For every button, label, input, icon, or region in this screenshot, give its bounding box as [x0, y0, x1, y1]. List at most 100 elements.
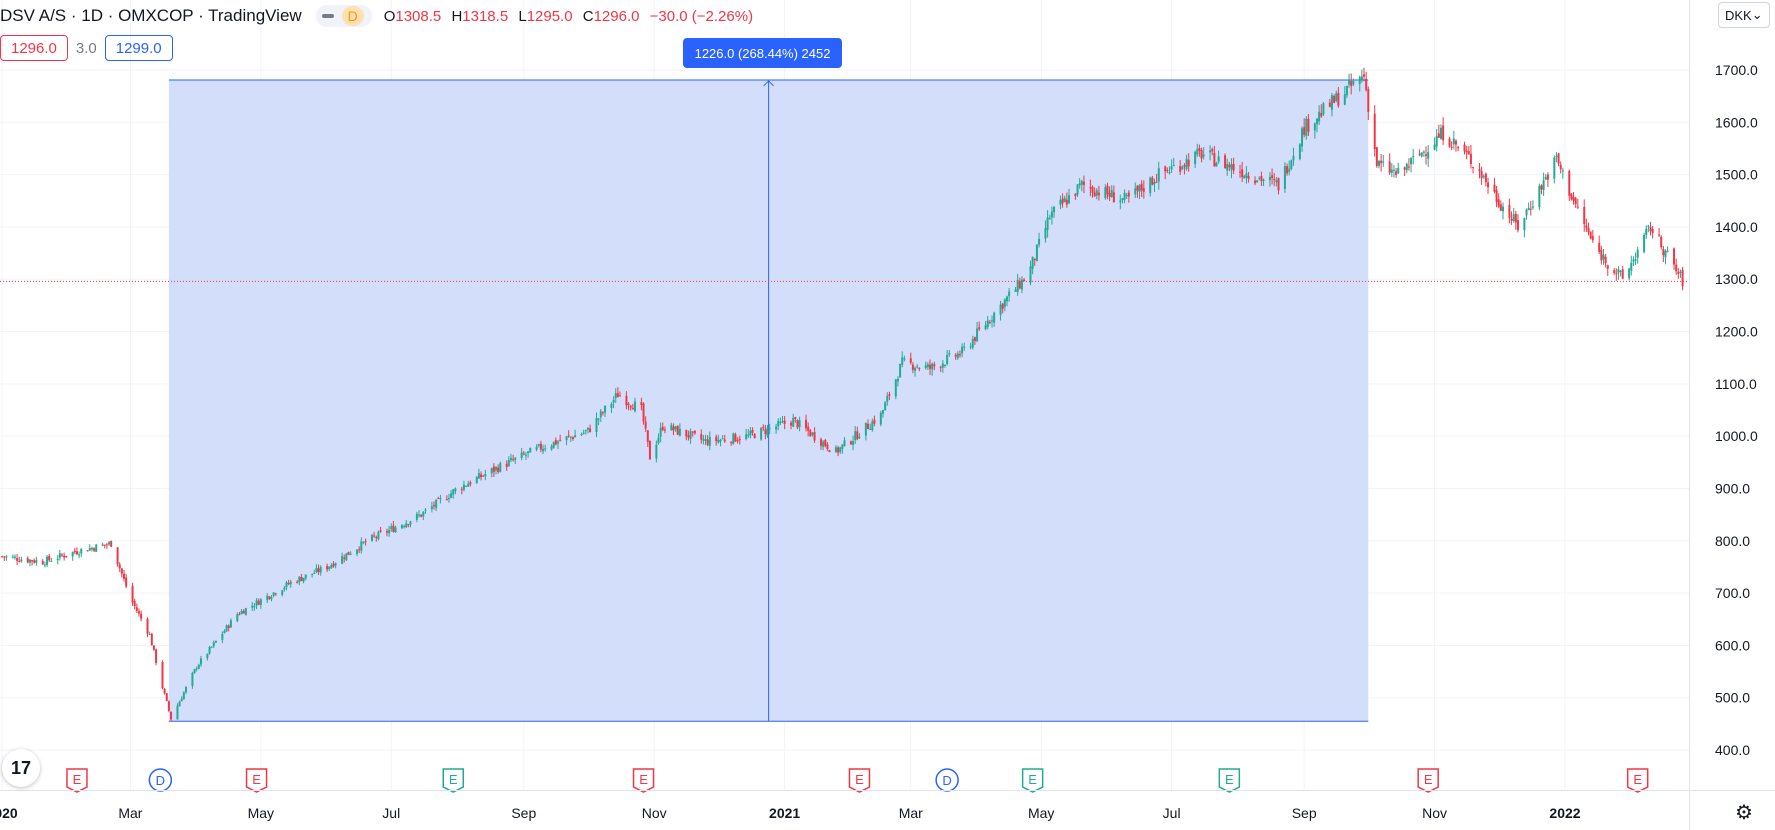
candle-body [105, 544, 108, 546]
candle-body [1112, 192, 1115, 203]
interval-pill[interactable]: D [315, 5, 372, 27]
candle-body [1063, 197, 1066, 203]
candle-body [612, 399, 615, 403]
y-tick-label: 800.0 [1715, 533, 1750, 549]
measure-tool[interactable] [168, 79, 1369, 722]
candle-body [1335, 93, 1338, 102]
earnings-marker [1021, 768, 1044, 793]
candle-body [871, 421, 874, 431]
candle-body [227, 625, 230, 628]
candle-body [1448, 138, 1451, 147]
candle-body [676, 425, 679, 435]
candle-body [1104, 187, 1107, 199]
x-tick-label: Mar [118, 805, 142, 821]
y-tick-label: 700.0 [1715, 585, 1750, 601]
candle-body [73, 550, 76, 553]
candle-body [319, 566, 322, 573]
candle-body [792, 417, 795, 427]
candle-body [1493, 184, 1496, 192]
candle-body [700, 434, 703, 440]
candle-body [255, 600, 258, 606]
bid-ask-row: 1296.0 3.0 1299.0 [0, 35, 173, 61]
currency-select[interactable]: DKK ⌄ [1718, 2, 1770, 28]
candle-body [1320, 113, 1323, 117]
candle-body [1194, 151, 1197, 165]
earnings-marker-label: E [73, 772, 82, 787]
candle-body [71, 551, 74, 557]
buy-price-button[interactable]: 1299.0 [104, 35, 173, 61]
tradingview-logo-icon[interactable]: 17 [2, 749, 40, 787]
candle-body [1125, 195, 1128, 197]
candle-body [901, 357, 904, 365]
candle-body [738, 438, 741, 441]
candle-body [195, 668, 198, 670]
candle-body [1508, 205, 1511, 218]
candle-body [1283, 166, 1286, 189]
y-tick-label: 1400.0 [1715, 219, 1758, 235]
candle-body [1572, 196, 1575, 201]
candle-body [1168, 172, 1171, 174]
candle-body [1510, 218, 1513, 221]
candle-body [1305, 118, 1308, 136]
candle-body [1337, 92, 1340, 106]
candle-body [1568, 170, 1571, 196]
candle-body [646, 430, 649, 442]
candle-body [899, 364, 902, 378]
candle-body [1348, 80, 1351, 85]
candle-body [826, 444, 829, 449]
candle-body [1583, 206, 1586, 225]
symbol-title[interactable]: DSV A/S · 1D · OMXCOP · TradingView [0, 6, 302, 25]
candle-body [1587, 227, 1590, 233]
low-value: 1295.0 [526, 7, 573, 25]
candle-body [1619, 270, 1622, 272]
candle-body [999, 304, 1002, 315]
spread-value: 3.0 [75, 39, 97, 57]
candle-body [661, 426, 664, 430]
candle-body [1450, 146, 1453, 148]
candle-body [529, 447, 532, 453]
candle-body [839, 447, 842, 452]
candle-body [689, 431, 692, 439]
candle-body [460, 489, 463, 491]
candle-body [1215, 162, 1218, 167]
price-axis[interactable]: 1700.0 1600.0 1500.0 1400.0 1300.0 1200.0 1100… [1689, 0, 1775, 830]
y-tick-label: 1000.0 [1715, 428, 1758, 444]
candle-body [601, 412, 604, 414]
candle-body [1016, 279, 1019, 292]
candle-body [206, 653, 209, 659]
candle-body [223, 630, 226, 634]
candle-body [672, 426, 675, 431]
earnings-marker-label: E [1225, 772, 1234, 787]
candle-body [48, 555, 51, 561]
sell-price-button[interactable]: 1296.0 [0, 35, 68, 61]
candle-body [349, 553, 352, 555]
candle-body [1298, 144, 1301, 159]
candle-body [837, 447, 840, 453]
candle-body [582, 432, 585, 434]
candle-body [929, 364, 932, 369]
candle-body [1048, 217, 1051, 220]
candle-body [1645, 228, 1648, 235]
candle-body [678, 428, 681, 436]
gear-icon[interactable]: ⚙ [1735, 801, 1753, 824]
candle-body [834, 447, 837, 452]
candle-body [13, 556, 16, 558]
candle-body [986, 320, 989, 328]
candle-body [240, 610, 243, 615]
candle-body [1375, 147, 1378, 167]
candle-body [1469, 153, 1472, 165]
candle-body [1380, 160, 1383, 164]
candle-body [1675, 264, 1678, 272]
x-tick-label: Jul [1163, 805, 1181, 821]
candle-body [732, 433, 735, 444]
close-label: C [582, 7, 594, 25]
candle-body [56, 558, 59, 561]
candle-body [642, 403, 645, 422]
candle-body [505, 463, 508, 467]
candle-body [193, 668, 196, 674]
candle-body [1198, 147, 1201, 151]
candle-body [43, 564, 46, 566]
time-axis[interactable]: 2020 Mar May Jul Sep Nov 2021 Mar May Jul Sep Nov 20… [0, 790, 1775, 822]
candle-body [1350, 81, 1353, 86]
